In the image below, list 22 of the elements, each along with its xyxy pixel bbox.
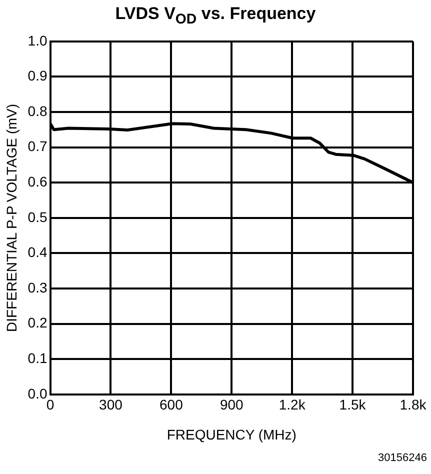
y-tick-label: 0.7: [28, 138, 48, 154]
x-tick-label: 0: [46, 396, 54, 413]
y-tick-label: 0.9: [28, 68, 48, 84]
y-tick-label: 0.1: [28, 350, 48, 366]
y-axis-title: DIFFERENTIAL P-P VOLTAGE (mV): [3, 104, 20, 332]
x-tick-label: 900: [220, 396, 244, 413]
x-tick-label: 300: [99, 396, 123, 413]
y-tick-label: 0.0: [28, 385, 48, 402]
y-tick-label: 0.2: [28, 314, 48, 331]
x-tick-label: 1.5k: [339, 396, 367, 413]
y-tick-label: 0.5: [28, 208, 48, 225]
x-tick-label: 1.8k: [400, 396, 428, 413]
chart-title: LVDS V$_{OD}$ vs. Frequency: [114, 4, 317, 28]
y-tick-label: 0.3: [28, 279, 48, 296]
x-tick-label: 600: [159, 396, 184, 413]
x-tick-label: 1.2k: [278, 396, 306, 413]
y-tick-label: 0.4: [28, 244, 48, 260]
text: 30156246: [378, 452, 427, 464]
y-tick-label: 1.0: [28, 32, 48, 48]
y-tick-label: 0.8: [28, 102, 48, 119]
x-axis-title: FREQUENCY (MHz): [166, 426, 296, 442]
y-tick-label: 0.6: [28, 173, 48, 190]
